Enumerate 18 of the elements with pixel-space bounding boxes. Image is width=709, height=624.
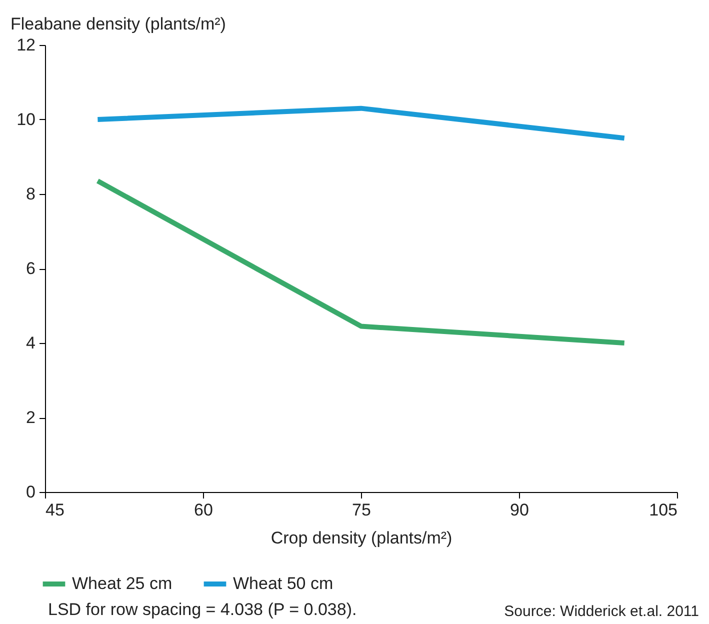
- y-tick-label: 2: [26, 408, 36, 427]
- y-tick-label: 12: [16, 36, 36, 54]
- y-tick-label: 6: [26, 259, 36, 278]
- x-tick-label: 90: [510, 500, 529, 520]
- legend-label: Wheat 25 cm: [72, 574, 172, 593]
- x-tick-label: 105: [649, 500, 678, 520]
- y-tick-label: 4: [26, 334, 36, 352]
- text: LSD for row spacing = 4.038 (P = 0.038).: [48, 600, 357, 620]
- y-tick-label: 8: [26, 184, 36, 204]
- x-tick-label: 75: [352, 500, 371, 520]
- y-axis-title: Fleabane density (plants/m²): [10, 14, 226, 34]
- x-axis-title: Crop density (plants/m²): [270, 528, 452, 548]
- x-tick-label: 60: [194, 500, 213, 520]
- source-note: Source: Widderick et.al. 2011: [504, 603, 699, 620]
- legend-label: Wheat 50 cm: [233, 574, 334, 593]
- y-tick-label: 10: [16, 110, 36, 129]
- x-tick-label: 45: [46, 500, 64, 520]
- y-tick-label: 0: [26, 482, 36, 502]
